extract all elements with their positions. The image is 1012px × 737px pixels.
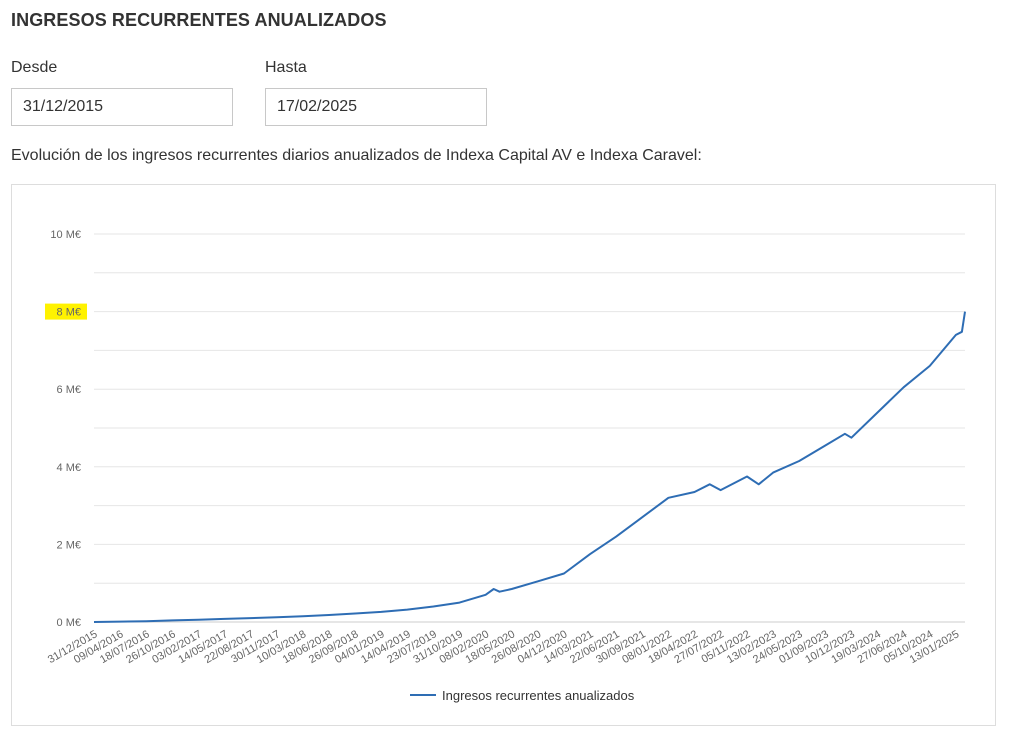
chart-container: 0 M€ 2 M€ 4 M€ 6 M€ 8 M€ 10 M€ 31/12/2015 09/04… (11, 184, 996, 726)
ytick-highlight (45, 303, 87, 320)
y-tick-label: 2 M€ (57, 539, 81, 551)
desde-label: Desde (11, 59, 58, 76)
desde-date-input[interactable] (11, 88, 233, 126)
hasta-label: Hasta (265, 59, 307, 76)
chart-description: Evolución de los ingresos recurrentes di… (11, 147, 702, 164)
hasta-date-input[interactable] (265, 88, 487, 126)
legend-label: Ingresos recurrentes anualizados (442, 688, 635, 703)
page-title: INGRESOS RECURRENTES ANUALIZADOS (11, 10, 387, 30)
y-tick-label: 8 M€ (57, 307, 81, 319)
y-tick-label: 6 M€ (57, 384, 81, 396)
y-tick-label: 4 M€ (57, 462, 81, 474)
series-line (93, 311, 966, 623)
y-tick-label: 10 M€ (50, 229, 81, 241)
chart-svg: 0 M€2 M€4 M€6 M€8 M€10 M€31/12/201509/04… (45, 229, 966, 703)
y-tick-label: 0 M€ (57, 617, 81, 629)
